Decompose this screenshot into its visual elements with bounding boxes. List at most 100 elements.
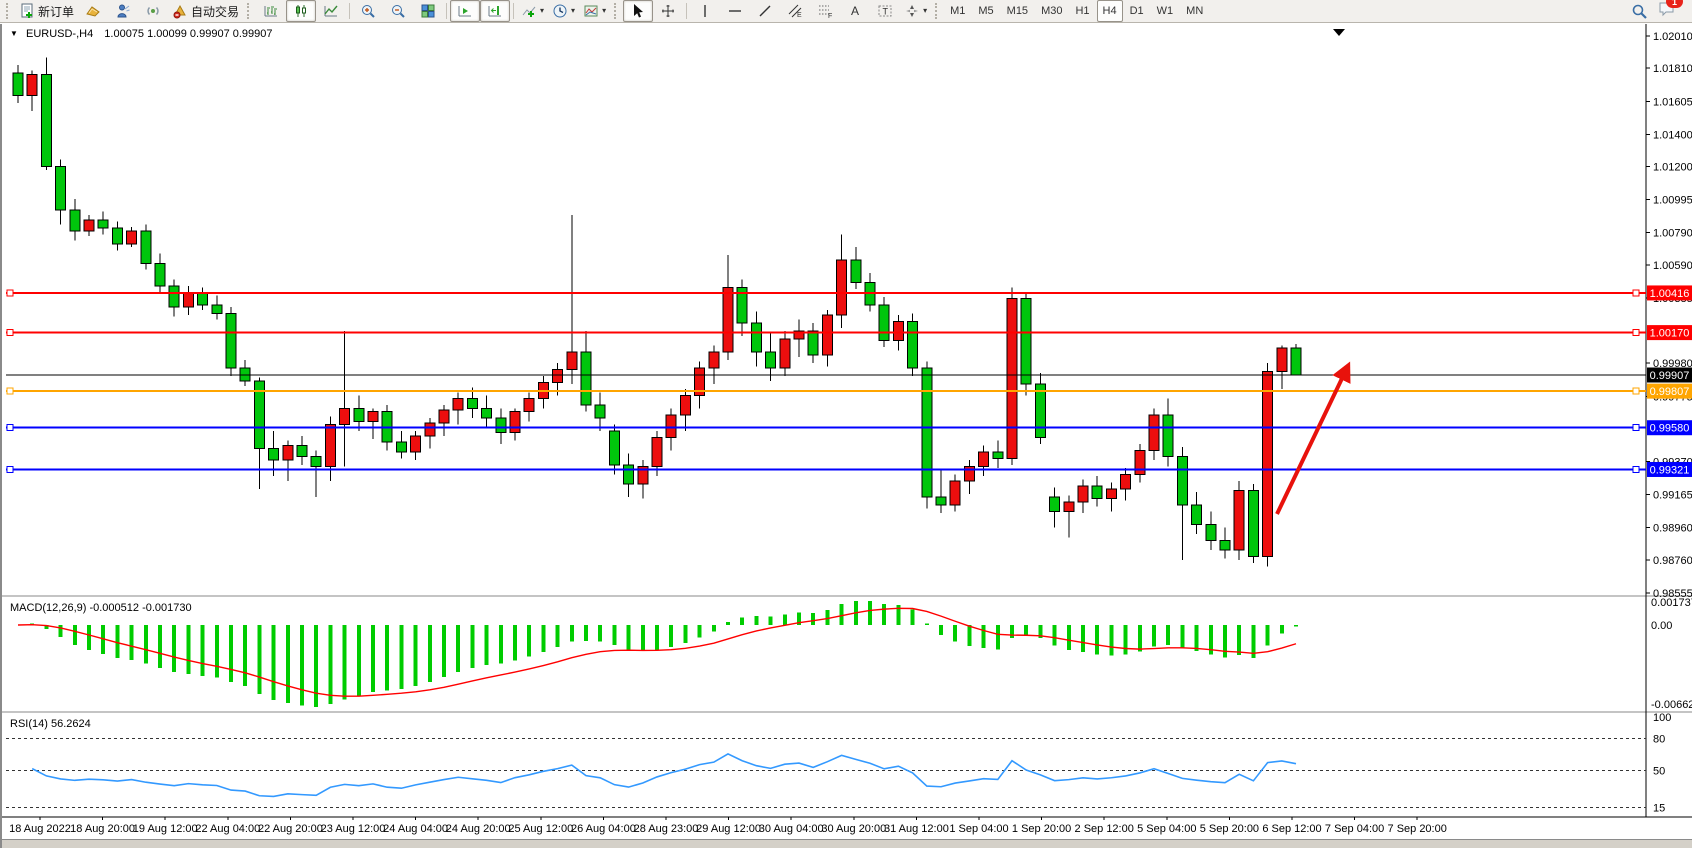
horizontal-line-objects[interactable] — [6, 289, 1646, 473]
hline-handle[interactable] — [6, 289, 14, 297]
price-marker-box — [1647, 461, 1692, 477]
candle-body — [168, 285, 180, 308]
zoom-in-button[interactable] — [353, 0, 383, 22]
periods-button[interactable]: ▾ — [548, 0, 579, 22]
timeframe-button-D1[interactable]: D1 — [1129, 5, 1144, 17]
toolbar-grip[interactable] — [247, 3, 252, 19]
chart-canvas[interactable]: 1.02010 1.01810 1.01605 1.01400 1.01200 1.009… — [2, 24, 1692, 848]
toolbar-separator — [686, 3, 688, 19]
hline-handle[interactable] — [1632, 329, 1640, 337]
hline-handle[interactable] — [1632, 424, 1640, 432]
timeframe-button-M1[interactable]: M1 — [950, 5, 966, 17]
candle-body — [935, 496, 947, 506]
candle-body — [154, 262, 166, 287]
macd-scale-label: -0.006628 — [1651, 699, 1692, 711]
timeframe-button-M15[interactable]: M15 — [1006, 5, 1029, 17]
time-tick-label: 1 Sep 20:00 — [1012, 823, 1071, 835]
cursor-button[interactable] — [623, 0, 654, 22]
text-label-button[interactable]: T — [870, 0, 900, 22]
new-order-button[interactable]: 新订单 — [15, 0, 78, 22]
indicators-button[interactable]: ▾ — [517, 0, 548, 22]
text-button[interactable]: A — [840, 0, 870, 22]
bar-chart-button[interactable] — [256, 0, 286, 22]
chart-menu-triangle-icon[interactable]: ▼ — [10, 29, 18, 38]
candle-body — [182, 291, 194, 308]
timeframe-button-M30[interactable]: M30 — [1041, 5, 1063, 17]
candle-body — [282, 444, 294, 461]
arrows-button[interactable]: ▾ — [900, 0, 931, 22]
candle-body — [679, 394, 691, 416]
toolbar: 新订单 自动 — [0, 0, 1692, 23]
hline-handle[interactable] — [6, 329, 14, 337]
auto-trading-button[interactable]: 自动交易 — [168, 0, 243, 22]
timeframe-button-M5[interactable]: M5 — [978, 5, 994, 17]
time-tick-label: 6 Sep 12:00 — [1262, 823, 1321, 835]
chat-button[interactable]: 1 — [1658, 0, 1683, 22]
fibonacci-button[interactable]: F — [810, 0, 840, 22]
toolbar-grip[interactable] — [614, 3, 619, 19]
tile-windows-button[interactable] — [413, 0, 443, 22]
annotations[interactable] — [1275, 29, 1351, 515]
toolbar-separator — [446, 3, 448, 19]
candle-body — [424, 422, 436, 437]
chart-shift-marker[interactable] — [1333, 29, 1345, 36]
strategy-tester-button[interactable] — [108, 0, 138, 22]
candle-body — [324, 423, 336, 467]
vertical-line-button[interactable] — [690, 0, 720, 22]
candle-body — [481, 407, 493, 419]
candle-body — [438, 409, 450, 424]
templates-button[interactable]: ▾ — [579, 0, 610, 22]
candle-body — [594, 404, 606, 419]
candle-body — [97, 219, 109, 229]
toolbar-separator — [349, 3, 351, 19]
hline-handle[interactable] — [1632, 289, 1640, 297]
templates-icon — [584, 5, 598, 17]
line-chart-button[interactable] — [316, 0, 346, 22]
market-watch-button[interactable] — [78, 0, 108, 22]
toolbar-grip[interactable] — [935, 3, 940, 19]
horizontal-line-button[interactable] — [720, 0, 750, 22]
candle-body — [1233, 490, 1245, 551]
candle-body — [821, 314, 833, 356]
hline-handle[interactable] — [6, 424, 14, 432]
candle-body — [1105, 488, 1117, 500]
candle-body — [1134, 449, 1146, 475]
timeframe-button-H1[interactable]: H1 — [1075, 5, 1090, 17]
timeframe-button-W1[interactable]: W1 — [1156, 5, 1174, 17]
auto-trading-icon — [173, 4, 186, 19]
vertical-line-icon — [704, 5, 706, 17]
line-chart-icon — [324, 5, 338, 17]
candle-body — [1020, 298, 1032, 385]
price-marker-label: 0.99907 — [1650, 370, 1690, 382]
timeframe-button-MN[interactable]: MN — [1186, 5, 1204, 17]
trend-arrow-annotation[interactable] — [1275, 361, 1351, 515]
search-icon[interactable] — [1631, 3, 1648, 20]
zoom-out-button[interactable] — [383, 0, 413, 22]
new-order-label: 新订单 — [38, 4, 75, 19]
hline-handle[interactable] — [1632, 387, 1640, 395]
signals-button[interactable] — [138, 0, 168, 22]
candlestick-chart-button[interactable] — [286, 0, 317, 22]
notification-badge: 1 — [1666, 0, 1683, 8]
toolbar-grip[interactable] — [6, 3, 11, 19]
equidistant-channel-button[interactable]: E — [780, 0, 810, 22]
candle-body — [225, 312, 237, 369]
indicator-panes — [6, 601, 1646, 809]
auto-scroll-button[interactable] — [450, 0, 481, 22]
crosshair-button[interactable] — [653, 0, 683, 22]
zoom-in-icon — [362, 5, 375, 18]
macd-signal-line — [17, 607, 1297, 697]
fibonacci-icon: F — [819, 5, 832, 19]
timeframe-button-H4[interactable]: H4 — [1096, 0, 1123, 22]
candle-body — [978, 451, 990, 467]
candle-body — [140, 230, 152, 264]
auto-scroll-icon — [458, 6, 472, 17]
hline-handle[interactable] — [1632, 465, 1640, 473]
chart-shift-button[interactable] — [480, 0, 511, 22]
trendline-button[interactable] — [750, 0, 780, 22]
price-tick-label: 1.00995 — [1653, 195, 1692, 207]
hline-handle[interactable] — [6, 465, 14, 473]
hline-handle[interactable] — [6, 387, 14, 395]
candle-body — [83, 219, 95, 232]
candle-body — [466, 398, 478, 409]
